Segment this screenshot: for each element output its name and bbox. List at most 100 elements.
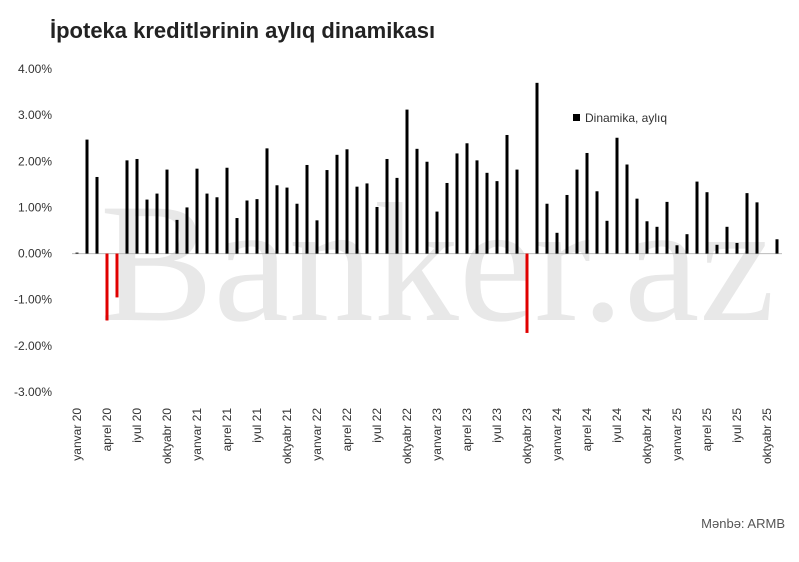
bar [75,252,79,254]
bar [325,170,329,254]
bar [315,220,319,254]
bar [145,199,149,254]
y-tick-label: 4.00% [18,62,52,76]
bar [575,169,579,254]
bar [635,198,639,254]
x-tick-label: iyul 22 [370,408,384,443]
bar [255,199,259,254]
bar [715,244,719,254]
x-tick-label: oktyabr 23 [520,408,534,464]
x-tick-label: aprel 22 [340,408,354,452]
y-tick-label: 1.00% [18,200,52,214]
x-tick-label: iyul 23 [490,408,504,443]
bar [125,160,129,254]
bar [105,253,109,321]
x-tick-label: yanvar 20 [70,408,84,461]
bar [165,169,169,254]
bar [355,186,359,254]
bar [295,203,299,254]
bar [585,152,589,254]
x-tick-label: oktyabr 25 [760,408,774,464]
legend-label: Dinamika, aylıq [585,111,667,125]
bar [345,149,349,254]
bar [175,219,179,254]
bar [435,211,439,254]
bar [335,154,339,254]
bar [605,220,609,254]
bar [675,245,679,254]
bar [115,253,119,298]
bar [225,167,229,254]
x-tick-label: yanvar 24 [550,408,564,461]
bar [195,168,199,254]
x-tick-label: aprel 25 [700,408,714,452]
bar [365,183,369,254]
bar [505,134,509,254]
x-tick-label: iyul 20 [130,408,144,443]
y-tick-label: -2.00% [14,339,52,353]
y-tick-label: 2.00% [18,154,52,168]
x-tick-label: aprel 24 [580,408,594,452]
bar [725,226,729,254]
bar [655,226,659,254]
y-tick-label: 0.00% [18,247,52,261]
bar [645,221,649,254]
x-tick-label: iyul 21 [250,408,264,443]
x-tick-label: oktyabr 20 [160,408,174,464]
bar [665,201,669,254]
bar [215,197,219,254]
bar [385,158,389,254]
bar [595,191,599,254]
x-tick-label: yanvar 22 [310,408,324,461]
bar [495,181,499,254]
bar [275,185,279,254]
bar [205,193,209,254]
bar [415,148,419,254]
y-tick-label: 3.00% [18,108,52,122]
bar [695,181,699,254]
y-tick-label: -1.00% [14,293,52,307]
legend-swatch [573,114,580,121]
bar [555,232,559,254]
bar [515,169,519,254]
bar [95,176,99,254]
bar [185,207,189,254]
bar [425,161,429,254]
x-tick-label: aprel 20 [100,408,114,452]
x-tick-label: oktyabr 21 [280,408,294,464]
bar [705,192,709,254]
x-tick-label: yanvar 25 [670,408,684,461]
bar [625,164,629,254]
bar [465,143,469,254]
bar [535,82,539,254]
bar [455,153,459,254]
bar [745,193,749,254]
x-tick-label: aprel 21 [220,408,234,452]
source: Mənbə: ARMB [701,516,785,531]
y-tick-label: -3.00% [14,385,52,399]
x-tick-label: oktyabr 22 [400,408,414,464]
bar [485,172,489,254]
x-tick-label: aprel 23 [460,408,474,452]
bar [235,218,239,254]
x-tick-label: yanvar 23 [430,408,444,461]
bar [525,253,529,333]
bar [755,202,759,254]
bar [85,139,89,254]
bar [285,187,289,254]
bar [565,194,569,254]
bar [305,164,309,254]
bar [735,242,739,254]
x-tick-label: iyul 24 [610,408,624,443]
bar [615,137,619,254]
bar [265,148,269,254]
bar [445,182,449,254]
bar [245,200,249,254]
chart-title: İpoteka kreditlərinin aylıq dinamikası [50,18,435,43]
bar [375,206,379,254]
x-tick-label: iyul 25 [730,408,744,443]
bar [545,203,549,254]
bar [475,160,479,254]
